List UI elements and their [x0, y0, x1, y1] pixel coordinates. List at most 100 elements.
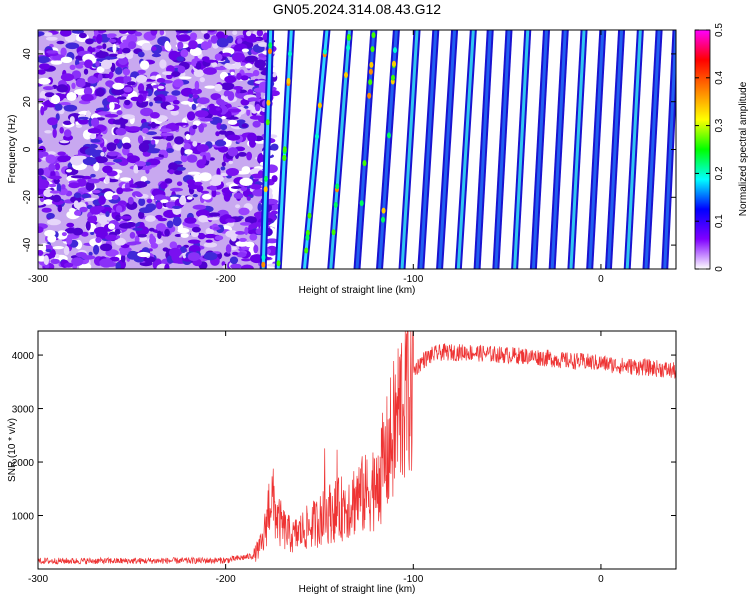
noise-speckle	[191, 226, 201, 233]
noise-speckle	[202, 154, 207, 165]
noise-speckle	[127, 30, 136, 35]
noise-speckle	[151, 122, 157, 129]
noise-speckle	[81, 231, 89, 237]
noise-speckle	[246, 108, 251, 116]
noise-speckle	[73, 200, 79, 209]
noise-speckle	[160, 132, 174, 137]
noise-speckle	[126, 81, 136, 86]
noise-speckle	[170, 187, 183, 192]
stripe-core	[606, 30, 624, 269]
noise-speckle	[226, 111, 232, 118]
noise-speckle	[43, 167, 51, 177]
noise-speckle	[192, 124, 198, 130]
noise-speckle	[121, 136, 131, 145]
noise-speckle	[48, 183, 57, 188]
snr-y-label: SNR (10 * v/v)	[7, 418, 18, 482]
noise-speckle	[228, 160, 234, 165]
noise-speckle	[44, 264, 50, 269]
noise-speckle	[200, 190, 210, 194]
noise-speckle	[126, 241, 138, 246]
noise-speckle	[179, 196, 187, 206]
stripe-core	[588, 30, 605, 269]
noise-speckle	[142, 127, 149, 134]
x-tick-label: 0	[598, 274, 604, 285]
noise-speckle	[184, 149, 193, 155]
noise-speckle	[220, 124, 228, 131]
noise-speckle	[258, 42, 268, 47]
noise-speckle	[166, 220, 174, 229]
noise-speckle	[203, 242, 218, 248]
noise-speckle	[46, 50, 59, 54]
noise-speckle	[227, 91, 235, 101]
noise-speckle	[87, 76, 98, 84]
noise-speckle	[135, 193, 143, 198]
noise-speckle	[214, 235, 224, 241]
noise-speckle	[198, 172, 212, 182]
noise-speckle	[199, 117, 214, 122]
noise-speckle	[169, 241, 178, 249]
noise-speckle	[191, 88, 203, 95]
noise-speckle	[271, 175, 278, 183]
noise-speckle	[230, 186, 242, 189]
noise-speckle	[204, 233, 217, 239]
heatmap-stripes	[259, 30, 676, 269]
noise-speckle	[215, 131, 220, 137]
noise-speckle	[164, 228, 170, 237]
noise-speckle	[66, 235, 73, 245]
x-tick-label: -200	[216, 574, 236, 585]
noise-speckle	[83, 86, 93, 96]
noise-speckle	[90, 231, 95, 235]
noise-speckle	[95, 237, 102, 243]
noise-speckle	[39, 90, 47, 100]
noise-speckle	[90, 173, 96, 178]
figure-title: GN05.2024.314.08.43.G12	[273, 1, 441, 17]
y-tick-label: -40	[22, 237, 33, 252]
noise-speckle	[205, 239, 213, 243]
noise-speckle	[270, 143, 279, 151]
noise-speckle	[55, 254, 60, 259]
noise-speckle	[193, 120, 201, 126]
noise-speckle	[52, 128, 57, 139]
noise-speckle	[168, 169, 175, 175]
noise-speckle	[201, 30, 208, 34]
stripe-blob	[264, 175, 268, 182]
noise-speckle	[174, 80, 184, 87]
noise-speckle	[99, 258, 114, 268]
noise-speckle	[176, 181, 183, 186]
noise-speckle	[43, 32, 53, 37]
noise-speckle	[196, 144, 209, 153]
y-tick-label: 20	[22, 96, 33, 108]
noise-speckle	[205, 152, 211, 161]
noise-speckle	[95, 87, 105, 97]
noise-speckle	[152, 136, 164, 140]
noise-speckle	[180, 153, 188, 163]
stripe-blob	[268, 42, 273, 49]
noise-speckle	[187, 252, 201, 262]
noise-speckle	[198, 123, 204, 133]
noise-speckle	[101, 59, 112, 70]
noise-speckle	[41, 243, 47, 253]
noise-speckle	[70, 175, 85, 179]
noise-speckle	[237, 152, 247, 157]
noise-speckle	[39, 193, 45, 203]
noise-speckle	[225, 230, 239, 238]
noise-speckle	[114, 228, 121, 235]
noise-speckle	[171, 71, 181, 77]
noise-speckle	[91, 215, 98, 223]
noise-speckle	[254, 59, 266, 69]
noise-speckle	[194, 181, 203, 186]
noise-speckle	[69, 64, 76, 71]
noise-speckle	[74, 155, 87, 160]
noise-speckle	[61, 184, 66, 190]
noise-speckle	[203, 33, 210, 40]
stripe-core	[400, 30, 419, 269]
noise-speckle	[65, 42, 80, 50]
stripe-core	[329, 30, 351, 269]
noise-speckle	[246, 151, 253, 161]
noise-speckle	[66, 91, 77, 101]
noise-speckle	[247, 89, 254, 96]
noise-speckle	[72, 227, 84, 236]
noise-speckle	[114, 237, 126, 246]
noise-speckle	[113, 138, 120, 144]
noise-speckle	[156, 201, 163, 210]
